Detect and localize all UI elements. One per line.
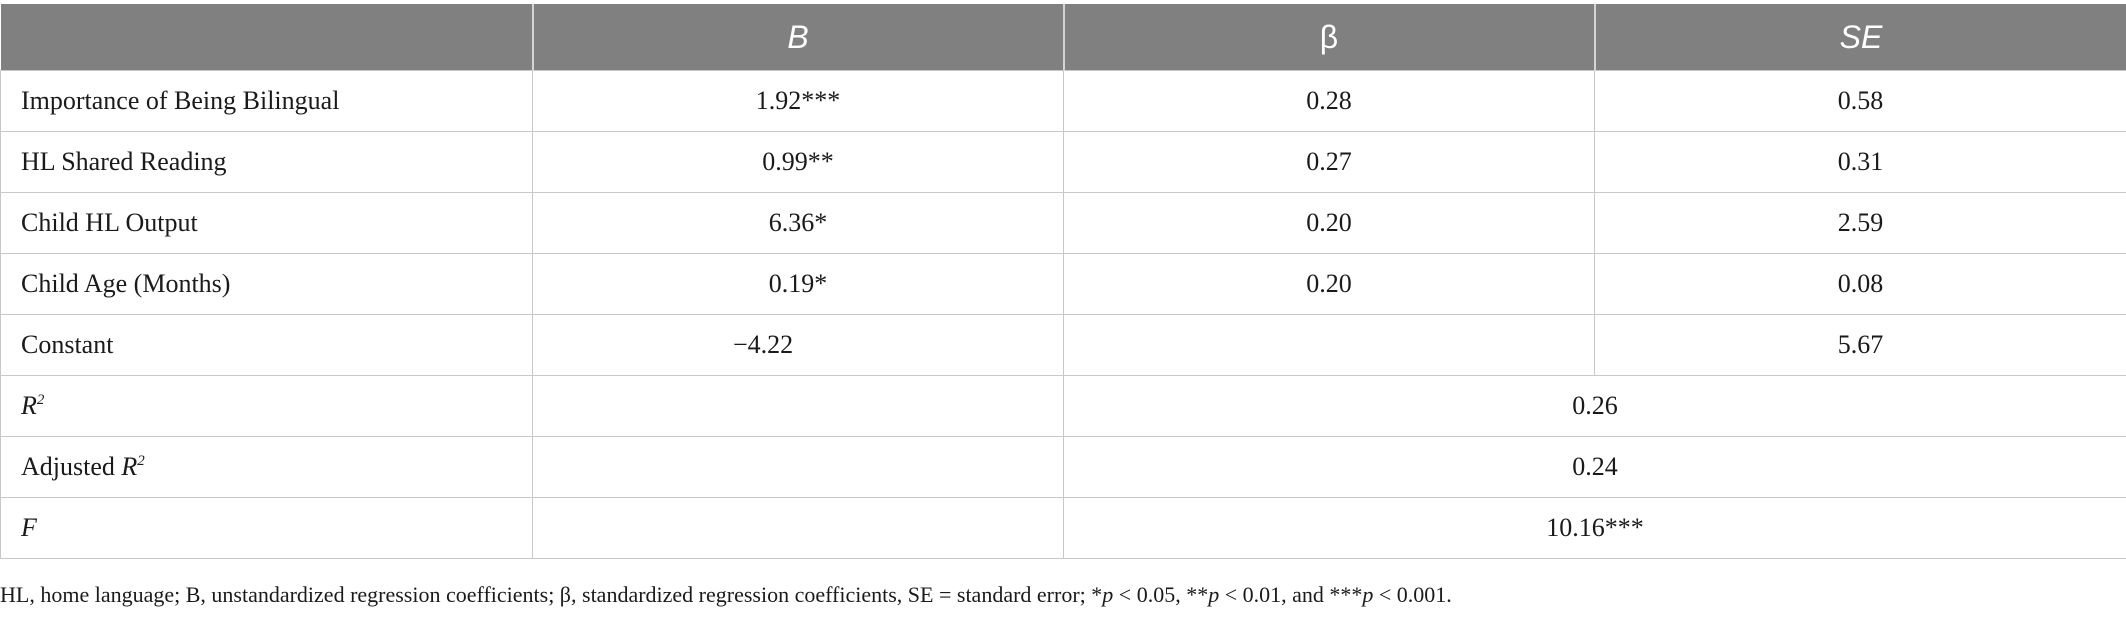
se-value: 0.08 (1594, 253, 2126, 315)
summary-value: 0.24 (1063, 436, 2126, 498)
table-row: Importance of Being Bilingual 1.92*** 0.… (0, 70, 2126, 132)
footnote-text-3: < 0.01, and *** (1219, 582, 1363, 607)
summary-value: 10.16*** (1063, 497, 2126, 559)
b-value: 1.92*** (532, 70, 1064, 132)
row-label: Child HL Output (0, 192, 533, 254)
row-label: Importance of Being Bilingual (0, 70, 533, 132)
row-label: Constant (0, 314, 533, 376)
header-row: B β SE (0, 4, 2126, 71)
footnote-p: p (1102, 582, 1114, 607)
regression-table: B β SE Importance of Being Bilingual 1.9… (0, 4, 2126, 559)
beta-value: 0.20 (1063, 253, 1595, 315)
summary-empty-cell (532, 375, 1064, 437)
header-b: B (532, 4, 1065, 71)
b-value: 0.19* (532, 253, 1064, 315)
summary-label: F (0, 497, 533, 559)
summary-row-r2: R2 0.26 (0, 375, 2126, 437)
header-se: SE (1594, 4, 2126, 71)
summary-row-f: F 10.16*** (0, 497, 2126, 559)
table-footnote: HL, home language; B, unstandardized reg… (0, 582, 1452, 608)
b-value: 0.99** (532, 131, 1064, 193)
row-label: Child Age (Months) (0, 253, 533, 315)
se-value: 0.58 (1594, 70, 2126, 132)
regression-table-container: B β SE Importance of Being Bilingual 1.9… (0, 4, 2126, 559)
header-beta: β (1063, 4, 1596, 71)
se-value: 0.31 (1594, 131, 2126, 193)
table-row: HL Shared Reading 0.99** 0.27 0.31 (0, 131, 2126, 193)
beta-value: 0.27 (1063, 131, 1595, 193)
summary-label-sup: 2 (137, 453, 145, 469)
row-label: HL Shared Reading (0, 131, 533, 193)
footnote-text-2: < 0.05, ** (1113, 582, 1209, 607)
beta-value (1063, 314, 1595, 376)
header-empty (0, 4, 534, 71)
summary-label: R2 (0, 375, 533, 437)
summary-empty-cell (532, 497, 1064, 559)
summary-value: 0.26 (1063, 375, 2126, 437)
se-value: 5.67 (1594, 314, 2126, 376)
footnote-text-4: < 0.001. (1373, 582, 1452, 607)
summary-label-main: F (21, 513, 37, 542)
footnote-p: p (1208, 582, 1220, 607)
b-value: 6.36* (532, 192, 1064, 254)
beta-value: 0.28 (1063, 70, 1595, 132)
summary-label: Adjusted R2 (0, 436, 533, 498)
footnote-text-1: HL, home language; B, unstandardized reg… (0, 582, 1103, 607)
summary-empty-cell (532, 436, 1064, 498)
summary-row-adjusted-r2: Adjusted R2 0.24 (0, 436, 2126, 498)
summary-label-sup: 2 (36, 392, 45, 408)
footnote-p: p (1362, 582, 1374, 607)
table-row: Child HL Output 6.36* 0.20 2.59 (0, 192, 2126, 254)
summary-label-main: R (21, 391, 37, 420)
table-row: Constant −4.22 5.67 (0, 314, 2126, 376)
summary-label-main: R (121, 452, 138, 481)
b-value: −4.22 (532, 314, 1064, 376)
se-value: 2.59 (1594, 192, 2126, 254)
table-row: Child Age (Months) 0.19* 0.20 0.08 (0, 253, 2126, 315)
beta-value: 0.20 (1063, 192, 1595, 254)
summary-label-prefix: Adjusted (21, 452, 122, 481)
